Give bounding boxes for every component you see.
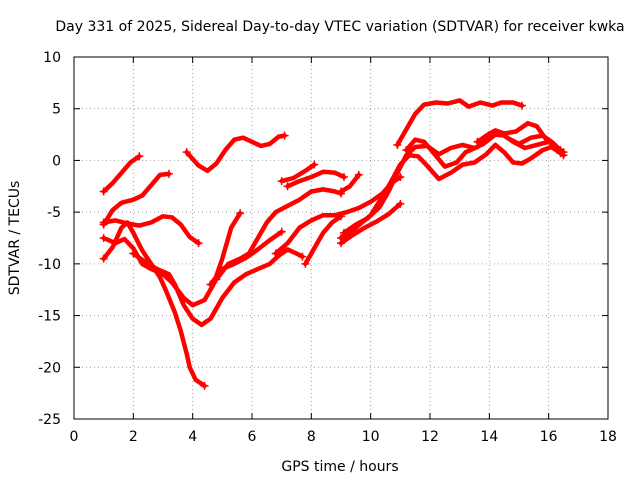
tick-layer: 0 2 4 6 8 10 12 14 16 18 -25 -20 -15 -10 -5 0 5 10 xyxy=(38,50,617,445)
data-series-arc15 xyxy=(338,201,403,246)
plot-frame xyxy=(73,56,609,420)
data-marker xyxy=(280,131,289,140)
y-tick-label: 0 xyxy=(52,153,61,169)
data-marker xyxy=(393,140,402,149)
data-marker xyxy=(337,187,345,196)
y-tick-label: -10 xyxy=(38,257,61,273)
y-tick-label: 10 xyxy=(43,50,61,66)
data-marker xyxy=(396,199,405,208)
data-marker xyxy=(271,249,280,258)
x-tick-label: 12 xyxy=(421,429,439,445)
chart-title: Day 331 of 2025, Sidereal Day-to-day VTE… xyxy=(55,19,624,35)
x-tick-label: 10 xyxy=(362,429,380,445)
data-marker xyxy=(200,381,209,390)
data-marker xyxy=(164,169,173,178)
data-marker xyxy=(339,228,348,237)
data-series-arc1 xyxy=(101,154,142,194)
y-tick-label: -5 xyxy=(47,205,61,221)
data-marker xyxy=(135,152,144,161)
x-tick-label: 2 xyxy=(129,429,138,445)
data-series-arc20 xyxy=(475,120,566,155)
data-marker xyxy=(99,254,108,263)
data-marker xyxy=(277,227,286,236)
data-marker xyxy=(337,234,345,242)
data-marker xyxy=(99,234,108,242)
x-tick-label: 16 xyxy=(540,429,558,445)
data-marker xyxy=(473,137,482,146)
x-tick-label: 18 xyxy=(599,429,617,445)
data-series-arc18 xyxy=(395,98,525,148)
data-marker xyxy=(517,101,526,110)
data-marker xyxy=(182,148,191,157)
data-series-arc10 xyxy=(273,174,403,256)
data-marker xyxy=(354,170,363,179)
data-series-arc17 xyxy=(341,132,566,236)
data-marker xyxy=(298,252,307,261)
data-marker xyxy=(310,160,319,169)
data-marker xyxy=(99,187,108,196)
data-marker xyxy=(194,239,203,248)
data-marker xyxy=(559,148,568,157)
y-tick-label: 5 xyxy=(52,102,61,118)
x-tick-label: 14 xyxy=(480,429,498,445)
data-series-arc7 xyxy=(184,133,287,174)
data-marker xyxy=(212,275,221,284)
x-tick-label: 0 xyxy=(70,429,79,445)
data-series-arc3 xyxy=(101,214,201,246)
y-tick-label: -15 xyxy=(38,309,61,325)
data-marker xyxy=(339,172,348,181)
y-tick-label: -25 xyxy=(38,412,61,428)
series-layer xyxy=(99,98,568,390)
data-series-arc14 xyxy=(338,172,362,194)
data-marker xyxy=(402,146,411,155)
data-series-arc2 xyxy=(101,171,172,227)
x-axis-label: GPS time / hours xyxy=(281,459,398,475)
data-marker xyxy=(129,249,138,258)
data-marker xyxy=(277,177,286,186)
data-marker xyxy=(283,182,292,191)
data-series-arc11 xyxy=(303,214,344,267)
x-tick-label: 8 xyxy=(307,429,316,445)
data-series-arc6 xyxy=(131,247,305,328)
data-series-arc9 xyxy=(214,187,344,282)
x-tick-label: 4 xyxy=(188,429,197,445)
data-marker xyxy=(337,212,345,221)
data-series-arc5 xyxy=(101,220,207,389)
data-marker xyxy=(301,259,310,268)
y-axis-label: SDTVAR / TECUs xyxy=(7,181,23,296)
data-marker xyxy=(99,218,108,227)
data-series-arc16 xyxy=(338,142,563,241)
data-series-arc12 xyxy=(279,162,317,184)
data-series-arc13 xyxy=(285,169,347,189)
y-tick-label: -20 xyxy=(38,360,61,376)
data-marker xyxy=(236,209,245,218)
data-marker xyxy=(206,280,215,289)
x-tick-label: 6 xyxy=(248,429,257,445)
